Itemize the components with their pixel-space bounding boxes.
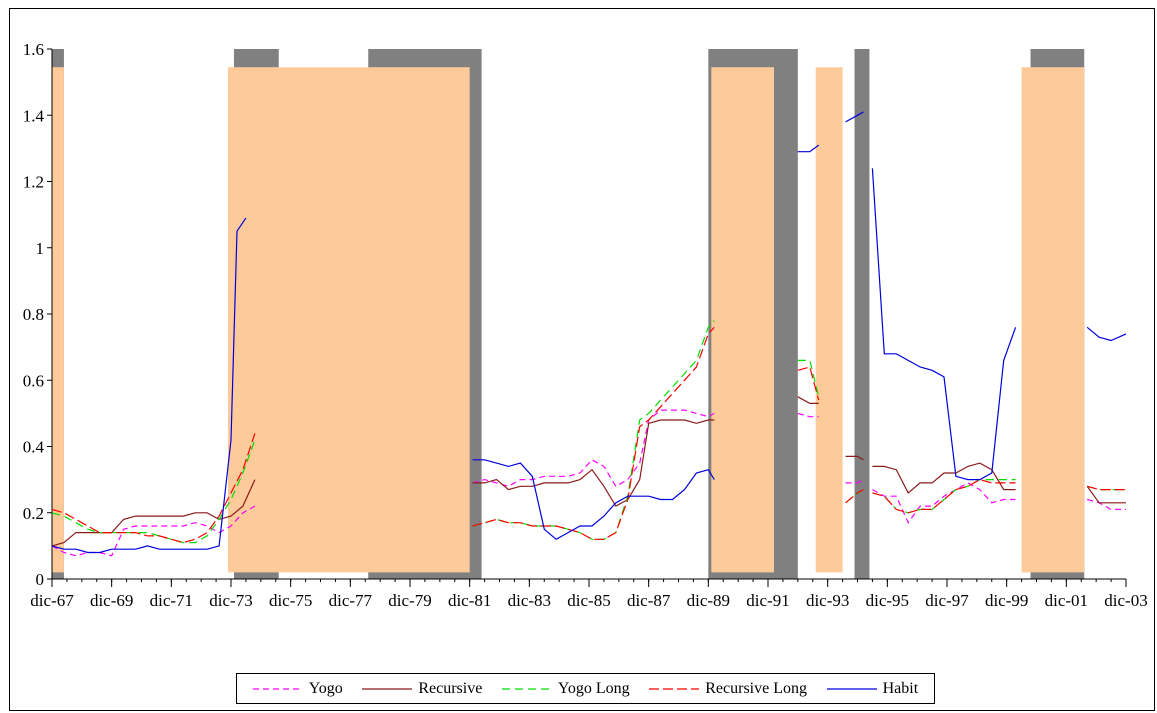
legend-item-1: Recursive (362, 680, 482, 698)
orange-band-0 (52, 67, 64, 573)
y-tick-label: 0.8 (23, 305, 44, 324)
tick-labels: 0 0.2 0.4 0.6 0.8 1 1.2 1.4 1.6 dic-67 dic-69 dic-7… (23, 40, 1148, 610)
legend: Yogo Recursive Yogo Long Recursive Long Habi… (236, 673, 935, 704)
series-line-4 (51, 111, 1127, 554)
y-tick-label: 0.2 (23, 504, 44, 523)
legend-swatch (362, 687, 413, 690)
shaded-bands (52, 49, 1085, 579)
legend-label: Yogo (308, 679, 343, 697)
x-tick-label: dic-81 (448, 591, 491, 610)
series-line-3 (51, 326, 1126, 544)
x-tick-label: dic-03 (1104, 591, 1147, 610)
y-tick-label: 0 (36, 570, 45, 589)
legend-item-4: Habit (826, 679, 919, 698)
orange-band-2 (711, 67, 774, 573)
orange-band-3 (815, 67, 843, 573)
legend-swatch (826, 687, 877, 690)
chart-frame (9, 8, 1155, 711)
legend-label: Habit (882, 679, 919, 697)
x-tick-label: dic-75 (269, 591, 312, 610)
x-tick-label: dic-91 (746, 591, 789, 610)
orange-band-4 (1021, 67, 1085, 573)
x-tick-label: dic-99 (985, 591, 1028, 610)
x-tick-label: dic-67 (30, 591, 74, 610)
legend-label: Recursive (418, 679, 483, 697)
x-tick-label: dic-73 (209, 591, 252, 610)
x-tick-label: dic-83 (508, 591, 551, 610)
x-tick-label: dic-89 (687, 591, 730, 610)
legend-item-0: Yogo (252, 679, 343, 698)
legend-label: Yogo Long (557, 679, 630, 697)
x-tick-label: dic-85 (567, 591, 610, 610)
series-line-0 (51, 409, 1126, 557)
y-tick-label: 0.6 (23, 371, 44, 390)
grey-band-4 (854, 49, 870, 579)
legend-swatch (501, 687, 552, 690)
legend-item-3: Recursive Long (649, 680, 807, 698)
x-tick-label: dic-77 (329, 591, 373, 610)
x-tick-label: dic-93 (806, 591, 849, 610)
legend-item-2: Yogo Long (501, 679, 630, 698)
legend-swatch (252, 687, 303, 690)
axes (47, 48, 1127, 587)
x-tick-label: dic-87 (627, 591, 671, 610)
orange-band-1 (228, 67, 470, 573)
x-tick-label: dic-97 (925, 591, 969, 610)
y-tick-label: 1.2 (23, 173, 44, 192)
series-line-1 (51, 396, 1126, 547)
series-lines (51, 111, 1127, 557)
legend-label: Recursive Long (705, 679, 807, 697)
x-tick-label: dic-95 (866, 591, 909, 610)
y-tick-label: 1.4 (23, 106, 45, 125)
x-tick-label: dic-71 (150, 591, 193, 610)
legend-swatch (649, 687, 700, 690)
x-tick-label: dic-79 (388, 591, 431, 610)
series-line-2 (51, 320, 1126, 544)
x-tick-label: dic-01 (1045, 591, 1088, 610)
y-tick-label: 1 (36, 239, 45, 258)
x-tick-label: dic-69 (90, 591, 133, 610)
y-tick-label: 1.6 (23, 40, 44, 59)
y-tick-label: 0.4 (23, 438, 45, 457)
